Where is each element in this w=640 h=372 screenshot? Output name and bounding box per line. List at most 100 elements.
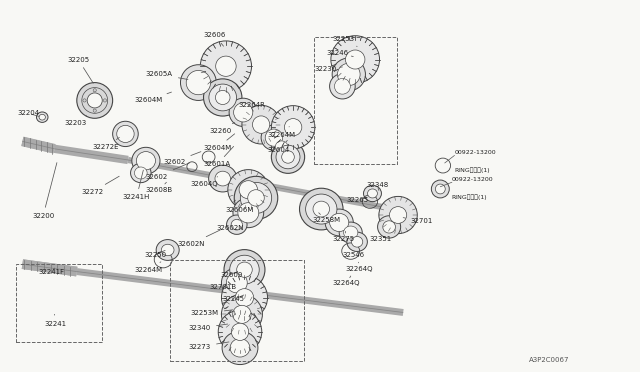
- Text: 32264Q: 32264Q: [333, 276, 360, 286]
- Text: 32604M: 32604M: [134, 92, 172, 103]
- Ellipse shape: [242, 105, 280, 144]
- Ellipse shape: [233, 305, 251, 323]
- Ellipse shape: [271, 137, 292, 157]
- Ellipse shape: [131, 163, 151, 183]
- Text: A3P2C0067: A3P2C0067: [529, 357, 570, 363]
- Text: 32253: 32253: [333, 36, 357, 46]
- Ellipse shape: [36, 112, 48, 122]
- Ellipse shape: [431, 180, 449, 198]
- Ellipse shape: [378, 216, 401, 238]
- Text: 32606: 32606: [204, 32, 226, 46]
- Ellipse shape: [156, 240, 179, 260]
- Text: 32264M: 32264M: [134, 262, 163, 273]
- Text: 32602: 32602: [146, 163, 189, 180]
- Ellipse shape: [221, 294, 262, 334]
- Text: 32204: 32204: [18, 110, 40, 116]
- Ellipse shape: [209, 165, 237, 192]
- Text: 32264R: 32264R: [239, 102, 266, 108]
- Text: 32272: 32272: [82, 176, 119, 195]
- Ellipse shape: [275, 141, 288, 153]
- Text: 32348: 32348: [366, 182, 388, 190]
- Ellipse shape: [265, 129, 283, 146]
- Ellipse shape: [330, 214, 349, 231]
- Text: 32604M: 32604M: [204, 134, 235, 151]
- Ellipse shape: [335, 78, 350, 94]
- Ellipse shape: [218, 310, 262, 353]
- Ellipse shape: [367, 189, 378, 198]
- Ellipse shape: [261, 125, 287, 150]
- Ellipse shape: [241, 182, 271, 214]
- Ellipse shape: [136, 152, 156, 170]
- Text: RINGリング(1): RINGリング(1): [454, 167, 490, 173]
- Ellipse shape: [234, 103, 253, 122]
- Ellipse shape: [116, 125, 134, 142]
- Text: 32200: 32200: [32, 163, 57, 219]
- Text: 32604Q: 32604Q: [191, 177, 218, 187]
- Ellipse shape: [221, 268, 252, 298]
- Ellipse shape: [222, 331, 258, 365]
- Ellipse shape: [271, 141, 305, 173]
- Ellipse shape: [224, 250, 265, 290]
- Ellipse shape: [347, 232, 367, 251]
- Text: 32601A: 32601A: [204, 146, 234, 167]
- Ellipse shape: [229, 98, 257, 126]
- Ellipse shape: [236, 289, 253, 307]
- Ellipse shape: [379, 196, 417, 234]
- Ellipse shape: [284, 119, 302, 136]
- Text: 32340: 32340: [189, 324, 228, 331]
- Ellipse shape: [228, 170, 269, 210]
- Ellipse shape: [93, 89, 97, 92]
- Ellipse shape: [248, 190, 264, 206]
- Ellipse shape: [344, 226, 358, 239]
- Ellipse shape: [282, 151, 294, 163]
- Text: 32605A: 32605A: [146, 71, 188, 80]
- Text: 00922-13200: 00922-13200: [454, 151, 496, 155]
- Text: 32245: 32245: [223, 295, 244, 302]
- Text: 32609: 32609: [221, 271, 243, 278]
- Text: 32264M: 32264M: [268, 126, 296, 138]
- Ellipse shape: [215, 171, 230, 186]
- Text: 32253M: 32253M: [191, 310, 233, 316]
- Text: 32351: 32351: [370, 236, 392, 242]
- Text: 32241F: 32241F: [38, 268, 65, 275]
- Ellipse shape: [230, 339, 250, 357]
- Ellipse shape: [134, 167, 147, 179]
- Text: RINGリング(1): RINGリング(1): [452, 194, 488, 200]
- Ellipse shape: [200, 41, 252, 92]
- Ellipse shape: [389, 206, 407, 223]
- Ellipse shape: [216, 56, 236, 76]
- Ellipse shape: [186, 70, 211, 95]
- Text: 32701B: 32701B: [210, 280, 237, 290]
- Text: 32246: 32246: [326, 50, 353, 57]
- Text: 32258M: 32258M: [312, 213, 340, 223]
- Text: 32546: 32546: [342, 252, 365, 258]
- Text: 32604: 32604: [268, 140, 290, 153]
- Ellipse shape: [271, 106, 315, 149]
- Text: 32203: 32203: [64, 115, 86, 126]
- Text: 32701: 32701: [403, 218, 433, 224]
- Ellipse shape: [216, 90, 230, 105]
- Ellipse shape: [204, 79, 242, 116]
- Ellipse shape: [234, 176, 278, 219]
- Text: 32275: 32275: [333, 231, 355, 242]
- Ellipse shape: [364, 185, 381, 202]
- Ellipse shape: [435, 184, 445, 194]
- Text: 32260: 32260: [210, 122, 234, 134]
- Ellipse shape: [238, 203, 259, 223]
- Ellipse shape: [233, 198, 264, 228]
- Text: 32265: 32265: [347, 197, 369, 203]
- Text: 32602: 32602: [163, 152, 201, 165]
- Ellipse shape: [346, 50, 365, 69]
- Ellipse shape: [230, 255, 259, 284]
- Ellipse shape: [161, 244, 174, 256]
- Text: 32602N: 32602N: [178, 230, 220, 247]
- Ellipse shape: [253, 116, 270, 133]
- Ellipse shape: [113, 121, 138, 147]
- Ellipse shape: [351, 237, 363, 247]
- Ellipse shape: [306, 194, 337, 224]
- Ellipse shape: [87, 93, 102, 108]
- Text: 32264Q: 32264Q: [346, 262, 373, 272]
- Ellipse shape: [337, 63, 360, 86]
- Text: 32606M: 32606M: [225, 203, 253, 213]
- Ellipse shape: [83, 99, 86, 102]
